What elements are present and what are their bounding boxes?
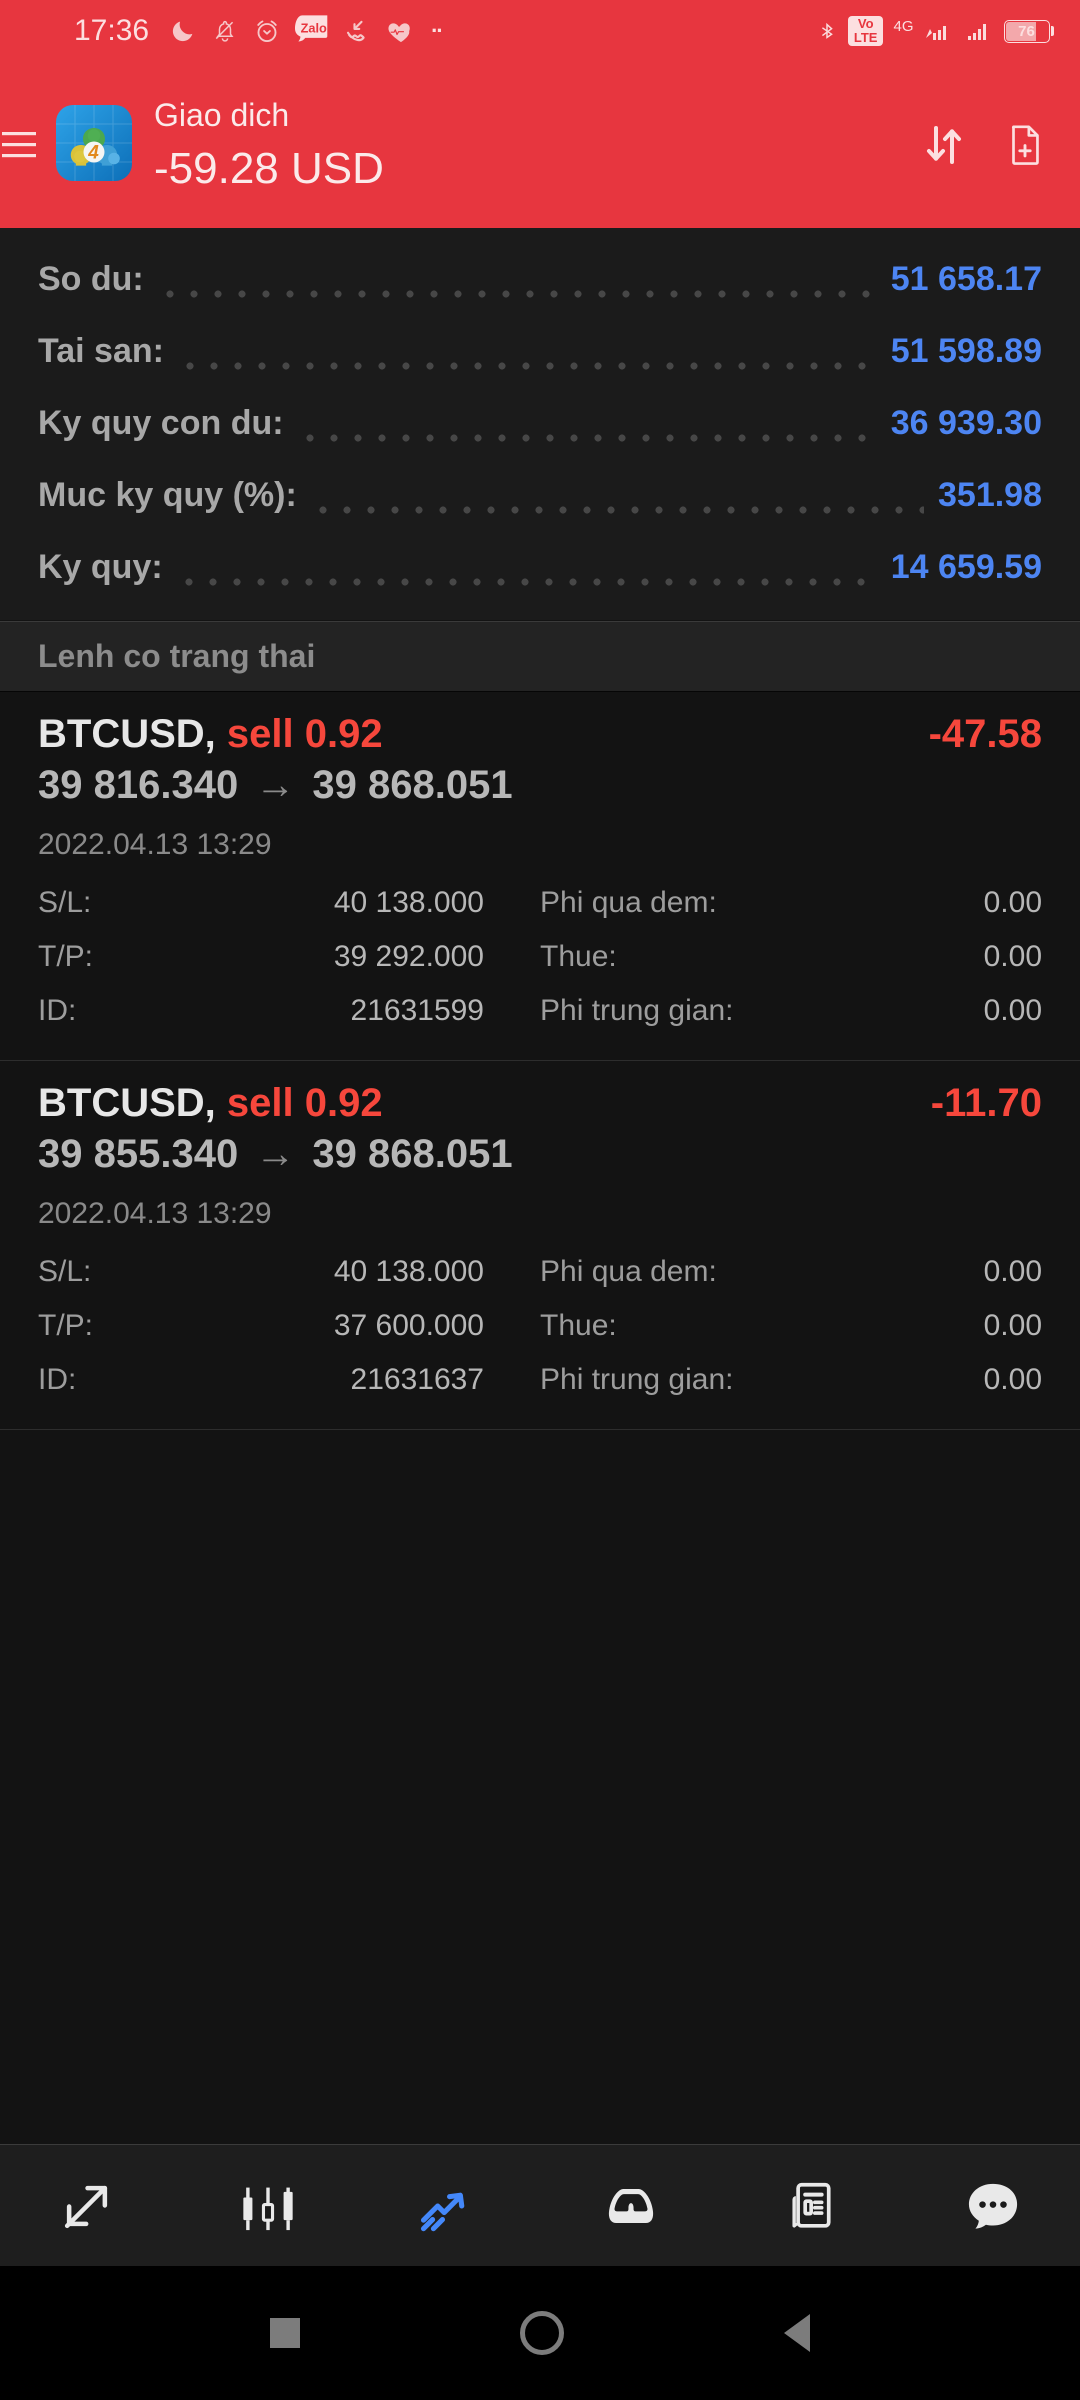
svg-text:4: 4 <box>87 142 99 163</box>
svg-text:Zalo: Zalo <box>301 21 327 36</box>
